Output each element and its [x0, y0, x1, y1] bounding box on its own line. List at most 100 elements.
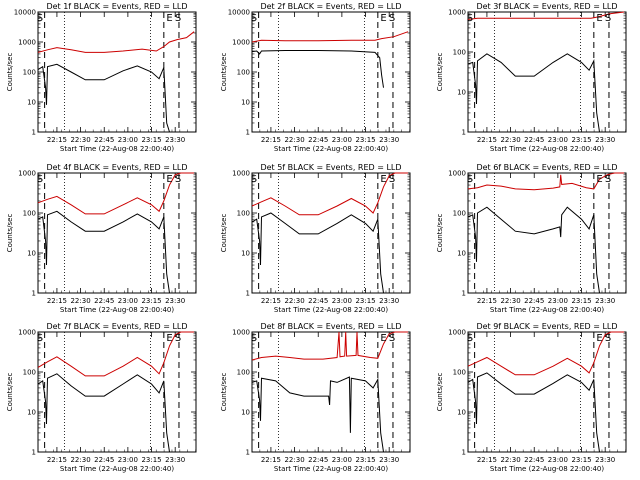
x-tick-label: 23:30: [165, 136, 185, 144]
plot-frame: [467, 331, 627, 453]
x-tick-label: 23:00: [332, 297, 352, 305]
x-tick-label: 23:00: [332, 456, 352, 464]
x-axis-label: Start Time (22-Aug-08 22:00:40): [274, 306, 388, 314]
x-tick-label: 22:45: [308, 456, 328, 464]
x-tick-label: 23:00: [118, 456, 138, 464]
y-tick-label: 1: [462, 129, 466, 137]
x-tick-label: 22:15: [47, 456, 67, 464]
plot-frame: [251, 11, 411, 133]
y-tick-label: 1: [462, 290, 466, 298]
marker-s: S: [389, 13, 395, 24]
x-tick-label: 23:00: [548, 136, 568, 144]
y-axis-label: Counts/sec: [220, 373, 228, 412]
x-tick-label: 22:30: [500, 456, 520, 464]
x-tick-label: 23:30: [165, 297, 185, 305]
lld-series-line: [467, 331, 625, 376]
y-tick-label: 1000: [232, 329, 250, 337]
x-tick-label: 22:45: [524, 456, 544, 464]
x-axis-label: Start Time (22-Aug-08 22:00:40): [60, 306, 174, 314]
chart-title: Det 6f BLACK = Events, RED = LLD: [476, 163, 617, 172]
lld-series-line: [251, 31, 409, 43]
y-tick-label: 1000: [448, 170, 466, 178]
x-tick-label: 23:00: [118, 136, 138, 144]
y-tick-label: 1: [32, 290, 36, 298]
x-axis-label: Start Time (22-Aug-08 22:00:40): [490, 145, 604, 153]
x-axis: 22:15 22:30 22:45 23:00 23:15 23:30: [251, 173, 410, 305]
chart-title: Det 4f BLACK = Events, RED = LLD: [46, 163, 187, 172]
chart-panel-4: Det 4f BLACK = Events, RED = LLD 1 10 100 10…: [6, 163, 197, 314]
events-series-line: [467, 372, 600, 453]
marker-e: E: [596, 333, 602, 344]
y-tick-label: 10000: [228, 9, 250, 17]
x-tick-label: 23:30: [379, 297, 399, 305]
x-axis: 22:15 22:30 22:45 23:00 23:15 23:30: [37, 12, 196, 144]
y-axis-label: Counts/sec: [220, 53, 228, 92]
x-axis-label: Start Time (22-Aug-08 22:00:40): [490, 306, 604, 314]
events-series-line: [37, 373, 170, 453]
lld-series-line: [251, 331, 409, 361]
y-tick-label: 100: [23, 69, 36, 77]
y-axis: 1 10 100 1000: [18, 170, 196, 298]
x-tick-label: 23:00: [548, 297, 568, 305]
x-tick-label: 22:45: [308, 136, 328, 144]
x-tick-label: 22:15: [261, 297, 281, 305]
x-tick-label: 22:15: [47, 136, 67, 144]
x-axis: 22:15 22:30 22:45 23:00 23:15 23:30: [37, 332, 196, 464]
x-tick-label: 22:45: [524, 136, 544, 144]
y-axis-label: Counts/sec: [220, 214, 228, 253]
y-tick-label: 1000: [232, 170, 250, 178]
y-tick-label: 10: [27, 409, 36, 417]
y-tick-label: 10: [241, 99, 250, 107]
x-axis-label: Start Time (22-Aug-08 22:00:40): [490, 465, 604, 473]
chart-title: Det 2f BLACK = Events, RED = LLD: [260, 2, 401, 11]
chart-title: Det 1f BLACK = Events, RED = LLD: [46, 2, 187, 11]
y-tick-label: 1: [462, 449, 466, 457]
y-axis: 1 10 100 1000 10000: [228, 9, 410, 137]
x-tick-label: 22:15: [477, 136, 497, 144]
marker-e: E: [166, 13, 172, 24]
marker-s: S: [175, 174, 181, 185]
y-tick-label: 10: [241, 409, 250, 417]
y-tick-label: 10: [27, 250, 36, 258]
x-tick-label: 22:45: [94, 456, 114, 464]
x-axis-label: Start Time (22-Aug-08 22:00:40): [60, 465, 174, 473]
chart-title: Det 9f BLACK = Events, RED = LLD: [476, 322, 617, 331]
x-tick-label: 22:30: [70, 136, 90, 144]
x-tick-label: 22:45: [94, 136, 114, 144]
chart-panel-7: Det 7f BLACK = Events, RED = LLD 1 10 100 10…: [6, 322, 197, 473]
marker-e: E: [166, 174, 172, 185]
x-tick-label: 22:45: [94, 297, 114, 305]
events-series-line: [251, 376, 384, 453]
x-axis: 22:15 22:30 22:45 23:00 23:15 23:30: [467, 12, 626, 144]
y-tick-label: 1000: [18, 329, 36, 337]
chart-panel-6: Det 6f BLACK = Events, RED = LLD 1 10 100 10…: [436, 163, 627, 314]
y-tick-label: 1000: [18, 170, 36, 178]
y-tick-label: 1: [32, 449, 36, 457]
y-tick-label: 100: [453, 210, 466, 218]
y-tick-label: 100: [237, 69, 250, 77]
marker-e: E: [596, 13, 602, 24]
events-series-line: [37, 63, 170, 133]
chart-title: Det 8f BLACK = Events, RED = LLD: [260, 322, 401, 331]
lld-series-line: [37, 172, 195, 215]
marker-e: E: [380, 174, 386, 185]
y-tick-label: 10: [457, 409, 466, 417]
x-tick-label: 23:15: [141, 456, 161, 464]
y-tick-label: 1: [246, 290, 250, 298]
x-tick-label: 23:30: [379, 456, 399, 464]
x-tick-label: 22:30: [70, 297, 90, 305]
marker-e: E: [166, 333, 172, 344]
y-tick-label: 1000: [232, 39, 250, 47]
x-tick-label: 22:30: [70, 456, 90, 464]
marker-s: S: [467, 174, 473, 185]
x-tick-label: 22:15: [47, 297, 67, 305]
chart-title: Det 3f BLACK = Events, RED = LLD: [476, 2, 617, 11]
x-axis: 22:15 22:30 22:45 23:00 23:15 23:30: [467, 332, 626, 464]
x-tick-label: 22:30: [284, 136, 304, 144]
y-tick-label: 1: [246, 449, 250, 457]
x-tick-label: 23:00: [118, 297, 138, 305]
lld-series-line: [467, 172, 625, 191]
marker-s: S: [251, 333, 257, 344]
x-tick-label: 23:30: [595, 136, 615, 144]
x-axis-label: Start Time (22-Aug-08 22:00:40): [60, 145, 174, 153]
